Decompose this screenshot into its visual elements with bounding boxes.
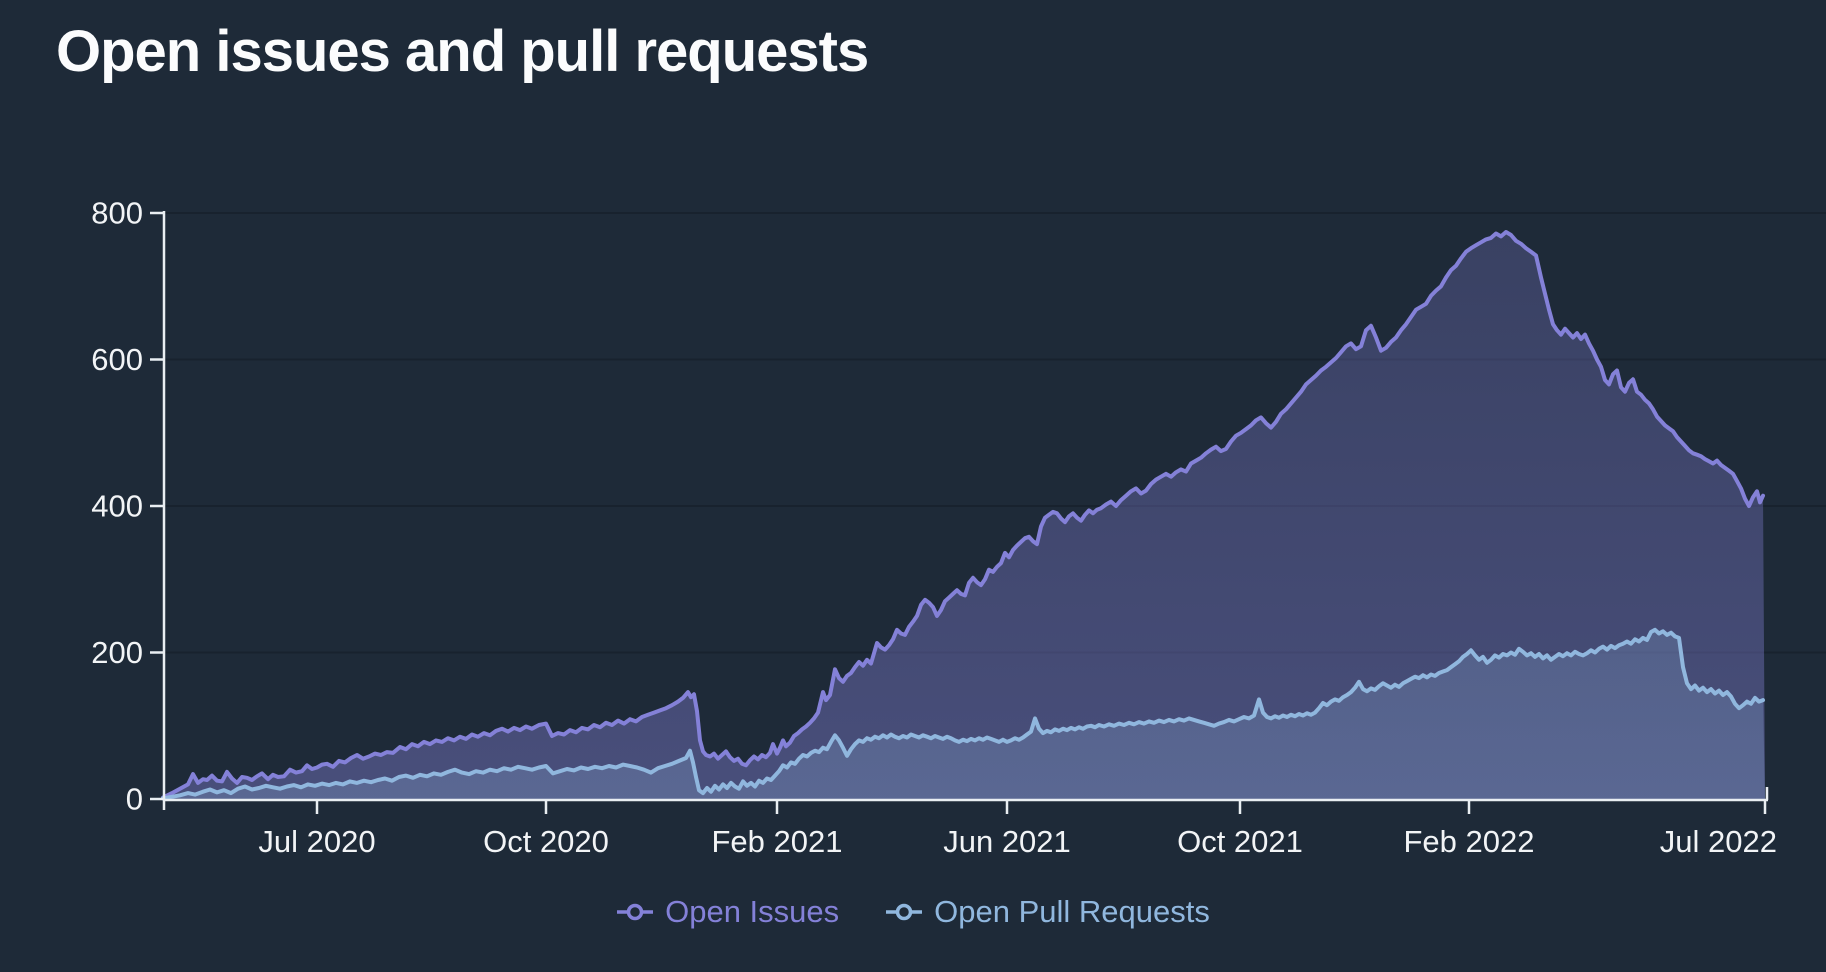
x-tick-label: Jun 2021 — [943, 824, 1071, 859]
y-tick-label: 200 — [91, 635, 143, 670]
y-tick-label: 0 — [126, 782, 143, 817]
y-tick-label: 800 — [91, 196, 143, 231]
legend-item-open-issues[interactable]: Open Issues — [616, 896, 839, 927]
line-circle-marker-icon — [886, 903, 923, 920]
legend-label-open-issues: Open Issues — [665, 894, 840, 929]
y-tick-label: 400 — [91, 489, 143, 524]
legend-item-open-pull-requests[interactable]: Open Pull Requests — [885, 896, 1210, 927]
x-tick-label: Oct 2021 — [1177, 824, 1303, 859]
x-tick-label: Jul 2020 — [258, 824, 375, 859]
legend: Open Issues Open Pull Requests — [0, 896, 1826, 927]
area-fill-open-pull-requests — [163, 629, 1765, 799]
page-title: Open issues and pull requests — [56, 19, 869, 84]
x-tick-label: Feb 2021 — [712, 824, 843, 859]
y-tick-label: 600 — [91, 342, 143, 377]
series-line-open-pull-requests — [161, 627, 1765, 801]
x-tick-label: Feb 2022 — [1404, 824, 1535, 859]
area-fill-open-issues — [163, 232, 1765, 799]
line-circle-marker-icon — [617, 903, 654, 920]
x-tick-label: Oct 2020 — [483, 824, 609, 859]
series-line-open-issues — [161, 230, 1765, 800]
legend-label-open-pull-requests: Open Pull Requests — [934, 894, 1210, 929]
x-tick-label: Jul 2022 — [1660, 824, 1777, 859]
